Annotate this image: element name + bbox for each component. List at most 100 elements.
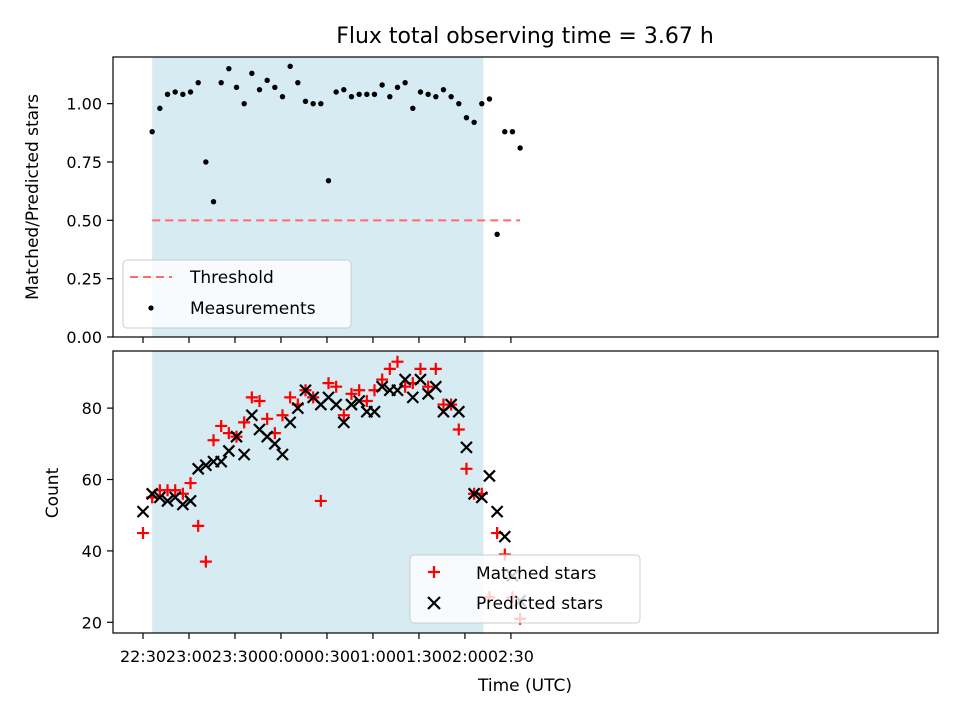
predicted-star-point <box>237 448 251 461</box>
legend-matched-label: Matched stars <box>476 564 596 584</box>
measurement-point <box>187 89 194 95</box>
predicted-star-point <box>136 505 150 518</box>
predicted-star-points <box>136 373 527 608</box>
matched-star-point <box>207 434 220 447</box>
measurement-point <box>172 89 178 95</box>
measurement-point <box>210 198 217 205</box>
measurement-point <box>517 145 523 151</box>
predicted-star-point <box>398 373 412 386</box>
predicted-star-point <box>345 398 358 411</box>
predicted-star-point <box>483 469 496 483</box>
legend-predicted-swatch <box>427 596 441 610</box>
chart-title: Flux total observing time = 3.67 h <box>336 24 714 49</box>
measurement-point <box>341 86 347 93</box>
measurement-point <box>494 231 500 238</box>
predicted-star-point <box>429 380 443 393</box>
predicted-star-point <box>283 416 297 429</box>
measurement-point <box>249 70 255 77</box>
matched-star-point <box>314 494 327 507</box>
measurement-point <box>195 79 201 86</box>
predicted-star-point <box>276 448 289 461</box>
predicted-star-point <box>291 401 305 415</box>
measurement-point <box>364 91 370 98</box>
measurement-point <box>471 119 477 126</box>
measurement-point <box>233 84 240 91</box>
measurement-point <box>509 128 516 135</box>
y-tick-label: 40 <box>82 542 102 561</box>
measurement-point <box>279 93 286 100</box>
x-axis-label: Time (UTC) <box>477 676 572 696</box>
matched-star-point <box>261 412 274 425</box>
x-tick-label: 00:30 <box>304 647 350 666</box>
measurement-point <box>425 91 431 98</box>
y-axis-top: 0.00 0.25 0.50 0.75 1.00 <box>66 95 113 347</box>
predicted-star-point <box>467 487 481 501</box>
x-tick-label: 23:00 <box>166 647 212 666</box>
matched-star-point <box>137 527 149 540</box>
matched-star-point <box>360 394 373 407</box>
x-tick-label: 22:30 <box>120 647 166 666</box>
x-tick-label: 01:00 <box>350 647 396 666</box>
matched-star-point <box>238 416 251 429</box>
y-axis-label-bottom: Count <box>43 467 63 518</box>
predicted-star-point <box>375 380 389 393</box>
measurement-point <box>348 93 355 100</box>
predicted-star-point <box>406 391 420 404</box>
y-tick-label: 1.00 <box>66 95 102 114</box>
matched-star-point <box>253 394 266 407</box>
measurement-point <box>157 105 163 112</box>
measurement-point <box>486 96 493 102</box>
matched-star-point <box>460 462 473 475</box>
y-tick-label: 0.00 <box>66 328 102 347</box>
measurement-point <box>463 114 470 121</box>
matched-star-point <box>429 362 442 375</box>
measurement-point <box>310 100 316 107</box>
y-tick-label: 0.25 <box>66 270 102 289</box>
measurement-point <box>226 65 232 72</box>
y-axis-bottom: 20 40 60 80 <box>82 399 113 632</box>
y-tick-label: 20 <box>82 613 102 632</box>
measurement-point <box>356 91 362 98</box>
matched-star-point <box>199 555 212 568</box>
predicted-star-point <box>184 494 197 508</box>
measurement-point <box>379 82 385 88</box>
matched-star-point <box>391 355 404 368</box>
matched-star-point <box>192 519 205 532</box>
measurement-point <box>287 63 293 70</box>
legend-bottom: Matched stars Predicted stars <box>409 554 641 624</box>
matched-star-point <box>215 419 228 432</box>
measurement-point <box>448 93 454 100</box>
x-tick-label: 23:30 <box>212 647 258 666</box>
predicted-star-point <box>153 491 167 504</box>
panel-frame-top <box>112 56 939 338</box>
legend-measurement-swatch <box>148 305 154 311</box>
measurement-point <box>410 105 416 112</box>
measurement-point <box>417 89 424 95</box>
predicted-star-point <box>414 373 427 386</box>
predicted-star-point <box>329 398 343 411</box>
y-tick-label: 0.50 <box>66 211 102 230</box>
measurement-point <box>203 159 209 165</box>
y-tick-label: 80 <box>82 399 102 418</box>
predicted-star-point <box>352 394 366 408</box>
measurement-point <box>318 100 324 107</box>
matched-star-point <box>330 380 343 393</box>
measurement-point <box>456 100 462 107</box>
measurement-point <box>218 79 224 86</box>
legend-matched-swatch <box>428 566 440 578</box>
predicted-star-point <box>145 487 159 501</box>
matched-star-point <box>245 391 258 404</box>
predicted-star-point <box>490 505 504 518</box>
matched-star-point <box>276 409 289 422</box>
measurement-point <box>264 77 270 84</box>
matched-star-point <box>452 423 465 436</box>
measurement-points <box>149 63 523 238</box>
y-tick-label: 60 <box>82 471 102 490</box>
predicted-star-point <box>191 462 205 476</box>
predicted-star-point <box>498 530 512 543</box>
legend-measurement-label: Measurements <box>190 299 316 319</box>
predicted-star-point <box>222 444 236 458</box>
predicted-star-point <box>475 491 489 504</box>
legend-threshold-label: Threshold <box>189 268 274 288</box>
